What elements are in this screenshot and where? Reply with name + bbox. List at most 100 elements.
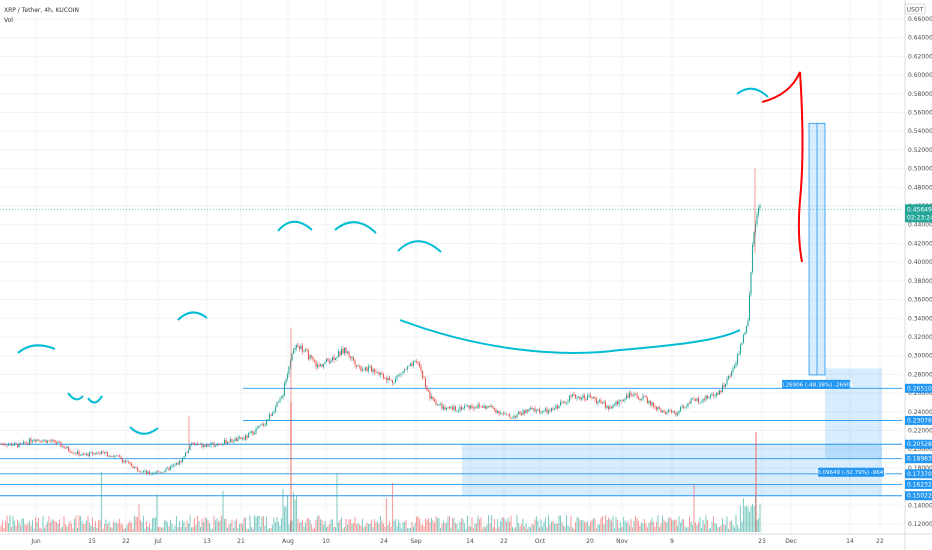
candle-body xyxy=(526,409,529,412)
volume-bar xyxy=(441,523,443,532)
candle-body xyxy=(619,400,622,401)
candle-body xyxy=(438,404,440,405)
volume-bar xyxy=(174,525,176,532)
volume-bar xyxy=(526,528,529,532)
volume-bar xyxy=(387,525,389,532)
volume-bar xyxy=(510,515,512,532)
volume-bar xyxy=(36,522,38,532)
candle-body xyxy=(448,407,451,409)
candle-body xyxy=(193,443,196,445)
volume-indicator-label: Vol xyxy=(4,17,13,24)
price-tick-label: 0.52000 xyxy=(908,147,932,154)
candle-body xyxy=(7,444,10,446)
volume-bar xyxy=(166,522,169,532)
range-zone[interactable] xyxy=(462,444,882,496)
candle-body xyxy=(75,453,77,454)
candle-body xyxy=(24,441,26,443)
current-price-label: 0.45649 xyxy=(907,206,932,213)
time-tick-label: Nov xyxy=(616,538,628,545)
candle-body xyxy=(504,413,506,414)
price-tick-label: 0.20000 xyxy=(908,446,932,453)
candle-body xyxy=(622,400,625,402)
candle-body xyxy=(709,395,712,398)
candle-body xyxy=(181,457,184,463)
volume-bar xyxy=(190,527,193,532)
candle-body xyxy=(184,452,187,457)
candle-body xyxy=(283,383,286,396)
candle-body xyxy=(624,399,626,401)
candle-body xyxy=(468,405,470,409)
candle-body xyxy=(385,378,388,381)
candle-body xyxy=(148,471,151,475)
volume-bar xyxy=(639,525,641,532)
arc-drawing xyxy=(334,221,377,234)
volume-bar xyxy=(664,522,667,532)
candle-body xyxy=(69,450,71,453)
candle-body xyxy=(207,445,209,447)
candle-body xyxy=(159,471,161,473)
candle-body xyxy=(336,357,338,359)
candle-body xyxy=(252,431,254,435)
volume-bar xyxy=(199,526,202,532)
candle-body xyxy=(603,402,605,404)
candle-body xyxy=(490,406,493,408)
candle-body xyxy=(657,406,659,410)
volume-bar xyxy=(525,523,527,532)
volume-bar xyxy=(678,516,680,532)
candle-body xyxy=(301,345,304,352)
currency-badge[interactable] xyxy=(904,3,926,15)
volume-bar xyxy=(690,521,692,532)
volume-bar xyxy=(412,526,415,532)
volume-bar xyxy=(355,524,358,532)
volume-bar xyxy=(438,517,440,532)
volume-bar xyxy=(537,520,539,532)
volume-bar xyxy=(586,521,589,532)
volume-bar xyxy=(196,515,199,532)
volume-bar xyxy=(376,521,379,532)
candle-body xyxy=(199,443,202,445)
candle-body xyxy=(129,462,131,464)
candle-body xyxy=(64,448,67,449)
candle-body xyxy=(240,437,242,439)
arc-drawing xyxy=(67,392,84,401)
candle-body xyxy=(376,372,379,373)
candle-body xyxy=(229,439,232,443)
candle-body xyxy=(351,357,353,359)
volume-bar xyxy=(472,528,475,532)
candle-body xyxy=(456,410,458,412)
candle-body xyxy=(169,466,172,470)
volume-bar xyxy=(430,517,433,532)
candle-body xyxy=(625,395,628,400)
volume-bar xyxy=(549,524,551,532)
candle-body xyxy=(267,419,269,421)
volume-bar xyxy=(180,527,182,532)
volume-bar xyxy=(625,522,628,532)
candle-body xyxy=(510,417,512,419)
volume-bar xyxy=(367,523,370,532)
candle-body xyxy=(459,406,461,411)
volume-bar xyxy=(1,520,4,532)
candle-body xyxy=(636,394,638,397)
candle-body xyxy=(55,442,58,444)
candle-body xyxy=(396,376,398,379)
candle-body xyxy=(114,455,116,457)
volume-bar xyxy=(595,528,598,532)
volume-bar xyxy=(328,523,331,532)
candle-body xyxy=(667,410,670,413)
volume-bar xyxy=(582,520,584,532)
candle-body xyxy=(22,441,25,444)
candle-body xyxy=(586,395,589,400)
volume-bar xyxy=(270,528,272,532)
volume-bar xyxy=(417,516,419,532)
candle-body xyxy=(699,402,701,403)
price-tick-label: 0.12000 xyxy=(908,521,932,528)
candle-body xyxy=(397,374,400,377)
volume-bar xyxy=(304,522,307,532)
price-tick-label: 0.58000 xyxy=(908,91,932,98)
candle-body xyxy=(295,345,298,348)
volume-bar xyxy=(42,515,44,532)
volume-bar xyxy=(411,522,413,532)
volume-bar xyxy=(511,526,514,532)
volume-bar xyxy=(58,519,61,532)
